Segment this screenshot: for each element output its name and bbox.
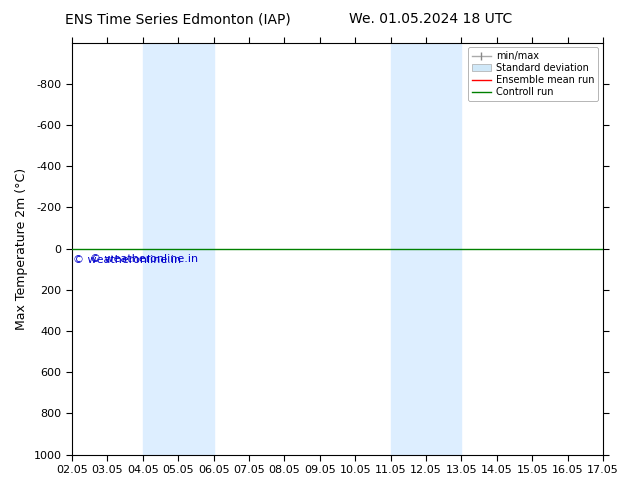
Legend: min/max, Standard deviation, Ensemble mean run, Controll run: min/max, Standard deviation, Ensemble me…	[468, 48, 598, 101]
Text: © weatheronline.in: © weatheronline.in	[89, 254, 198, 264]
Text: © weatheronline.in: © weatheronline.in	[73, 255, 181, 265]
Text: ENS Time Series Edmonton (IAP): ENS Time Series Edmonton (IAP)	[65, 12, 290, 26]
Bar	[391, 43, 462, 455]
Y-axis label: Max Temperature 2m (°C): Max Temperature 2m (°C)	[15, 168, 28, 330]
Text: We. 01.05.2024 18 UTC: We. 01.05.2024 18 UTC	[349, 12, 513, 26]
Bar	[143, 43, 214, 455]
